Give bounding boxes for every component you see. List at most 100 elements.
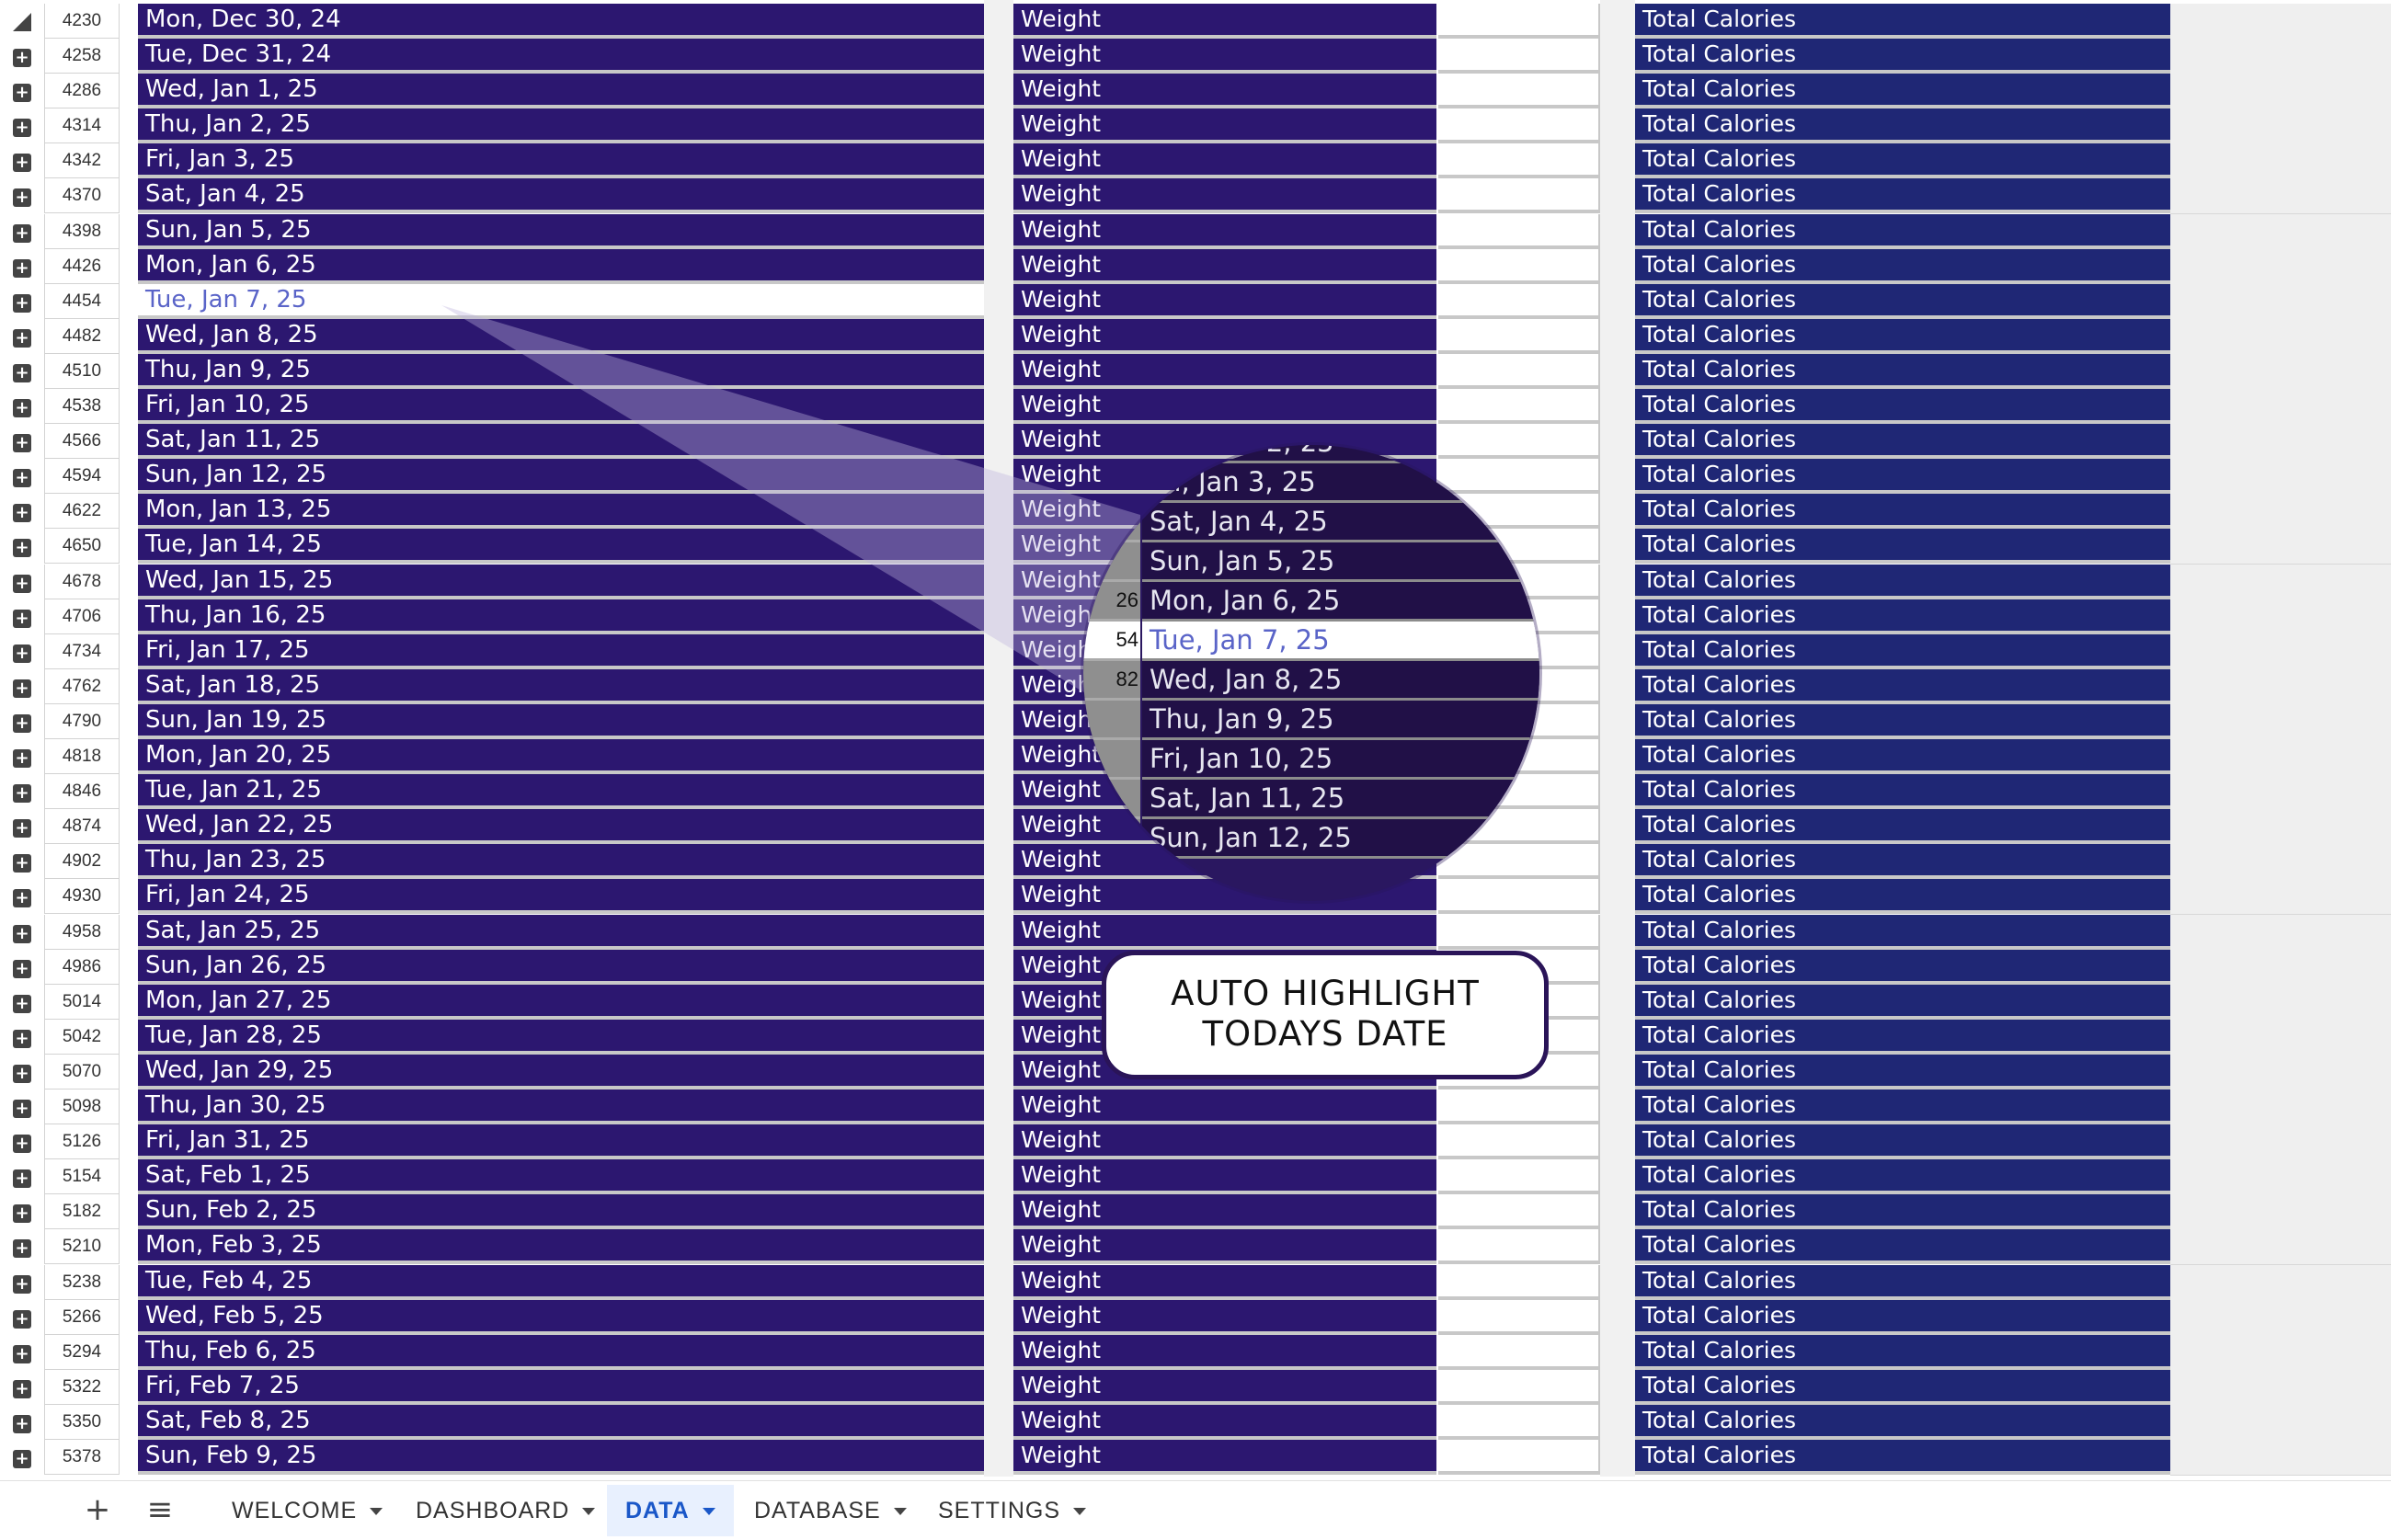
expand-row-icon[interactable]: + [13, 1100, 31, 1118]
date-cell[interactable]: Mon, Dec 30, 24 [138, 4, 984, 39]
chevron-down-icon[interactable] [582, 1508, 596, 1516]
weight-cell[interactable]: Weight [1013, 1369, 1436, 1405]
date-cell[interactable]: Fri, Jan 31, 25 [138, 1124, 984, 1160]
weight-value-cell[interactable] [1438, 178, 1600, 214]
tab-data[interactable]: DATA [607, 1485, 734, 1536]
date-cell[interactable]: Fri, Jan 3, 25 [138, 143, 984, 179]
row-number[interactable]: 4874 [44, 809, 120, 845]
calories-value-cell[interactable] [2170, 143, 2391, 180]
weight-value-cell[interactable] [1438, 1334, 1600, 1370]
calories-cell[interactable]: Total Calories [1635, 1440, 2170, 1475]
tab-dashboard[interactable]: DASHBOARD [397, 1485, 613, 1536]
row-number[interactable]: 4762 [44, 668, 120, 704]
row-number[interactable]: 4370 [44, 178, 120, 214]
row-number[interactable]: 5210 [44, 1229, 120, 1265]
row-number[interactable]: 4622 [44, 494, 120, 530]
row-number[interactable]: 4930 [44, 879, 120, 915]
calories-cell[interactable]: Total Calories [1635, 1194, 2170, 1230]
row-number[interactable]: 4650 [44, 529, 120, 565]
row-number[interactable]: 4482 [44, 318, 120, 354]
weight-value-cell[interactable] [1438, 4, 1600, 39]
tab-settings[interactable]: SETTINGS [920, 1485, 1104, 1536]
date-cell[interactable]: Mon, Jan 6, 25 [138, 248, 984, 284]
expand-row-icon[interactable]: + [13, 609, 31, 628]
expand-row-icon[interactable]: + [13, 119, 31, 138]
calories-cell[interactable]: Total Calories [1635, 74, 2170, 109]
calories-cell[interactable]: Total Calories [1635, 1299, 2170, 1335]
calories-cell[interactable]: Total Calories [1635, 4, 2170, 39]
date-cell[interactable]: Mon, Jan 27, 25 [138, 984, 984, 1020]
expand-row-icon[interactable]: + [13, 749, 31, 768]
calories-cell[interactable]: Total Calories [1635, 1229, 2170, 1265]
date-cell[interactable]: Sat, Jan 25, 25 [138, 914, 984, 950]
row-number[interactable]: 4958 [44, 914, 120, 950]
date-cell[interactable]: Wed, Jan 8, 25 [138, 318, 984, 354]
weight-cell[interactable]: Weight [1013, 1334, 1436, 1370]
calories-cell[interactable]: Total Calories [1635, 1159, 2170, 1195]
weight-value-cell[interactable] [1438, 143, 1600, 179]
calories-cell[interactable]: Total Calories [1635, 318, 2170, 354]
date-cell[interactable]: Sat, Jan 11, 25 [138, 424, 984, 460]
calories-cell[interactable]: Total Calories [1635, 739, 2170, 774]
weight-value-cell[interactable] [1438, 1369, 1600, 1405]
row-number[interactable]: 4510 [44, 353, 120, 389]
row-number[interactable]: 5294 [44, 1334, 120, 1370]
row-number[interactable]: 5098 [44, 1089, 120, 1124]
expand-row-icon[interactable]: + [13, 1344, 31, 1363]
date-cell[interactable]: Sun, Jan 19, 25 [138, 703, 984, 739]
weight-value-cell[interactable] [1438, 1089, 1600, 1124]
weight-cell[interactable]: Weight [1013, 248, 1436, 284]
date-cell[interactable]: Sat, Jan 4, 25 [138, 178, 984, 214]
weight-cell[interactable]: Weight [1013, 1159, 1436, 1195]
row-number[interactable]: 4538 [44, 389, 120, 424]
row-number[interactable]: 5182 [44, 1194, 120, 1230]
date-cell[interactable]: Wed, Feb 5, 25 [138, 1299, 984, 1335]
calories-value-cell[interactable] [2170, 4, 2391, 40]
calories-cell[interactable]: Total Calories [1635, 809, 2170, 845]
row-number[interactable]: 4678 [44, 564, 120, 599]
expand-row-icon[interactable]: + [13, 258, 31, 278]
calories-cell[interactable]: Total Calories [1635, 633, 2170, 669]
calories-value-cell[interactable] [2170, 879, 2391, 916]
calories-cell[interactable]: Total Calories [1635, 1019, 2170, 1055]
calories-value-cell[interactable] [2170, 213, 2391, 250]
row-number[interactable]: 4986 [44, 949, 120, 985]
row-number[interactable]: 4230 [44, 4, 120, 39]
expand-row-icon[interactable]: + [13, 328, 31, 348]
weight-cell[interactable]: Weight [1013, 1264, 1436, 1300]
date-cell[interactable]: Sun, Feb 2, 25 [138, 1194, 984, 1230]
row-number[interactable]: 5350 [44, 1404, 120, 1440]
expand-row-icon[interactable]: + [13, 819, 31, 838]
date-cell[interactable]: Sat, Jan 18, 25 [138, 668, 984, 704]
row-number[interactable]: 5042 [44, 1019, 120, 1055]
calories-value-cell[interactable] [2170, 389, 2391, 425]
expand-row-icon[interactable]: + [13, 1239, 31, 1259]
expand-row-icon[interactable]: + [13, 1414, 31, 1433]
row-number[interactable]: 4314 [44, 108, 120, 144]
date-cell[interactable]: Thu, Feb 6, 25 [138, 1334, 984, 1370]
calories-value-cell[interactable] [2170, 1440, 2391, 1476]
calories-value-cell[interactable] [2170, 1159, 2391, 1196]
weight-cell[interactable]: Weight [1013, 213, 1436, 249]
calories-value-cell[interactable] [2170, 599, 2391, 635]
weight-value-cell[interactable] [1438, 1159, 1600, 1195]
expand-row-icon[interactable]: + [13, 434, 31, 453]
calories-cell[interactable]: Total Calories [1635, 39, 2170, 74]
weight-value-cell[interactable] [1438, 1194, 1600, 1230]
calories-cell[interactable]: Total Calories [1635, 143, 2170, 179]
calories-cell[interactable]: Total Calories [1635, 213, 2170, 249]
select-all-corner-icon[interactable] [13, 13, 31, 31]
date-cell[interactable]: Thu, Jan 9, 25 [138, 353, 984, 389]
date-cell[interactable]: Fri, Jan 24, 25 [138, 879, 984, 915]
expand-row-icon[interactable]: + [13, 784, 31, 804]
expand-row-icon[interactable]: + [13, 223, 31, 243]
date-cell[interactable]: Sun, Jan 12, 25 [138, 459, 984, 495]
expand-row-icon[interactable]: + [13, 574, 31, 593]
weight-value-cell[interactable] [1438, 1404, 1600, 1440]
expand-row-icon[interactable]: + [13, 713, 31, 733]
chevron-down-icon[interactable] [370, 1508, 383, 1516]
weight-cell[interactable]: Weight [1013, 74, 1436, 109]
weight-cell[interactable]: Weight [1013, 143, 1436, 179]
calories-value-cell[interactable] [2170, 633, 2391, 670]
calories-cell[interactable]: Total Calories [1635, 1054, 2170, 1089]
